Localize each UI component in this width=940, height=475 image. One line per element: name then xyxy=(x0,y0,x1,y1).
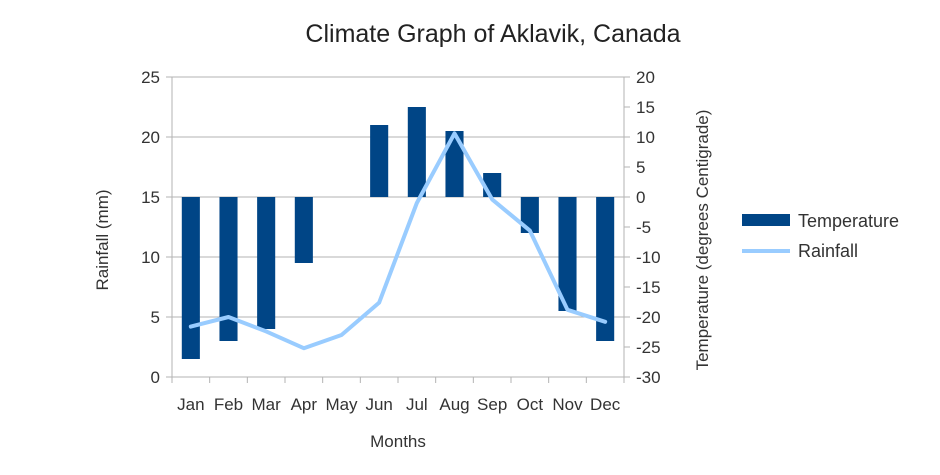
bar xyxy=(520,197,539,233)
x-tick-label: Oct xyxy=(517,395,544,414)
x-tick-label: Nov xyxy=(552,395,583,414)
y-axis-label: Rainfall (mm) xyxy=(93,189,112,290)
legend-label-rainfall: Rainfall xyxy=(798,241,858,261)
right-tick-label: -10 xyxy=(636,248,661,267)
bar xyxy=(257,197,276,329)
right-tick-label: 0 xyxy=(636,188,645,207)
bar xyxy=(370,125,389,197)
left-tick-label: 20 xyxy=(141,128,160,147)
x-tick-label: Jun xyxy=(365,395,392,414)
x-tick-label: Jul xyxy=(406,395,428,414)
axes xyxy=(166,76,630,383)
chart-title: Climate Graph of Aklavik, Canada xyxy=(305,20,680,48)
x-tick-label: Apr xyxy=(291,395,318,414)
y2-axis-label: Temperature (degrees Centigrade) xyxy=(693,110,712,371)
temperature-bars xyxy=(181,107,615,359)
right-tick-label: -20 xyxy=(636,308,661,327)
bar xyxy=(407,107,426,197)
left-tick-label: 10 xyxy=(141,248,160,267)
bar xyxy=(596,197,615,341)
right-tick-label: 15 xyxy=(636,98,655,117)
x-tick-label: Aug xyxy=(439,395,469,414)
rainfall-line xyxy=(188,131,608,351)
right-tick-label: -5 xyxy=(636,218,651,237)
x-tick-label: Sep xyxy=(477,395,507,414)
x-axis-label: Months xyxy=(370,432,426,451)
left-tick-label: 5 xyxy=(151,308,160,327)
bar xyxy=(219,197,238,341)
right-tick-label: 10 xyxy=(636,128,655,147)
right-tick-label: -25 xyxy=(636,338,661,357)
bar xyxy=(181,197,200,359)
left-tick-label: 25 xyxy=(141,68,160,87)
x-tick-label: Feb xyxy=(214,395,243,414)
right-tick-label: 5 xyxy=(636,158,645,177)
bar xyxy=(558,197,577,311)
right-axis-ticks: -30 -25 -20 -15 -10 -5 0 5 10 15 20 xyxy=(636,68,661,387)
legend-swatch-temperature xyxy=(742,214,790,226)
x-tick-label: May xyxy=(325,395,358,414)
bar xyxy=(445,131,464,197)
legend: Temperature Rainfall xyxy=(742,211,899,261)
legend-label-temperature: Temperature xyxy=(798,211,899,231)
left-tick-label: 15 xyxy=(141,188,160,207)
bar xyxy=(294,197,313,263)
right-tick-label: -30 xyxy=(636,368,661,387)
right-tick-label: -15 xyxy=(636,278,661,297)
right-tick-label: 20 xyxy=(636,68,655,87)
left-tick-label: 0 xyxy=(151,368,160,387)
left-axis-ticks: 0 5 10 15 20 25 xyxy=(141,68,160,387)
x-tick-label: Mar xyxy=(252,395,282,414)
x-axis-ticks: Jan Feb Mar Apr May Jun Jul Aug Sep Oct Nov Dec xyxy=(177,395,621,414)
rainfall-series-line xyxy=(188,131,608,351)
x-tick-label: Dec xyxy=(590,395,621,414)
gridlines xyxy=(172,76,624,378)
x-tick-label: Jan xyxy=(177,395,204,414)
